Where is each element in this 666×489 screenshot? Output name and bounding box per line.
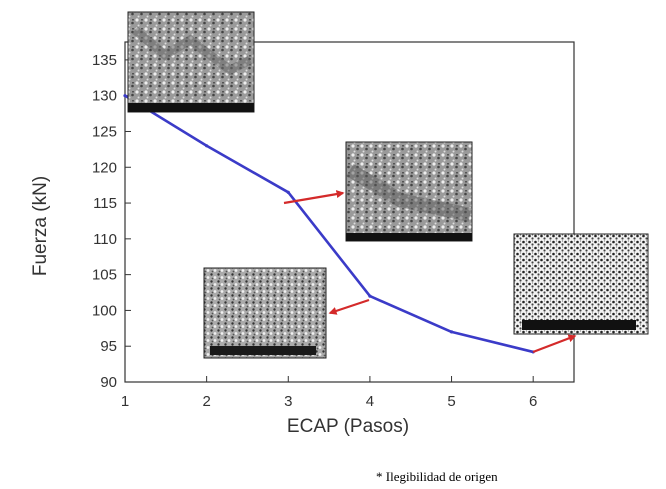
y-tick-label: 130 <box>92 88 117 105</box>
x-tick-label: 4 <box>366 393 374 410</box>
x-tick-label: 3 <box>284 393 292 410</box>
x-tick-label: 6 <box>529 393 537 410</box>
data-point <box>205 144 209 148</box>
series-line <box>124 94 534 354</box>
x-tick-label: 1 <box>121 393 129 410</box>
x-tick-label: 5 <box>447 393 455 410</box>
x-axis: 1 2 3 4 5 6 <box>121 376 537 410</box>
y-tick-label: 115 <box>93 195 117 212</box>
data-point <box>286 190 290 194</box>
arrow-point-4 <box>328 298 370 315</box>
arrow-point-3 <box>283 190 345 205</box>
series <box>123 94 535 354</box>
y-tick-label: 100 <box>92 302 117 319</box>
y-tick-label: 105 <box>92 267 117 284</box>
y-tick-label: 120 <box>92 159 117 176</box>
y-tick-label: 125 <box>92 123 117 140</box>
y-tick-label: 95 <box>100 338 117 355</box>
y-tick-label: 90 <box>100 374 117 391</box>
footnote: * Ilegibilidad de origen <box>376 469 498 484</box>
data-point <box>368 294 372 298</box>
micrograph-inset-1 <box>127 11 255 113</box>
micrograph-inset-2 <box>345 141 473 242</box>
y-tick-label: 110 <box>93 231 117 248</box>
plot-frame <box>124 41 575 383</box>
x-tick-label: 2 <box>202 393 210 410</box>
data-point <box>123 94 127 98</box>
arrows <box>283 190 577 354</box>
micrograph-inset-3 <box>203 267 327 359</box>
arrow-point-6 <box>532 334 577 354</box>
micrograph-inset-4 <box>513 233 649 335</box>
y-axis-title: Fuerza (kN) <box>30 176 51 276</box>
x-axis-title: ECAP (Pasos) <box>287 416 409 437</box>
data-point <box>449 330 454 334</box>
y-tick-label: 135 <box>92 52 117 69</box>
